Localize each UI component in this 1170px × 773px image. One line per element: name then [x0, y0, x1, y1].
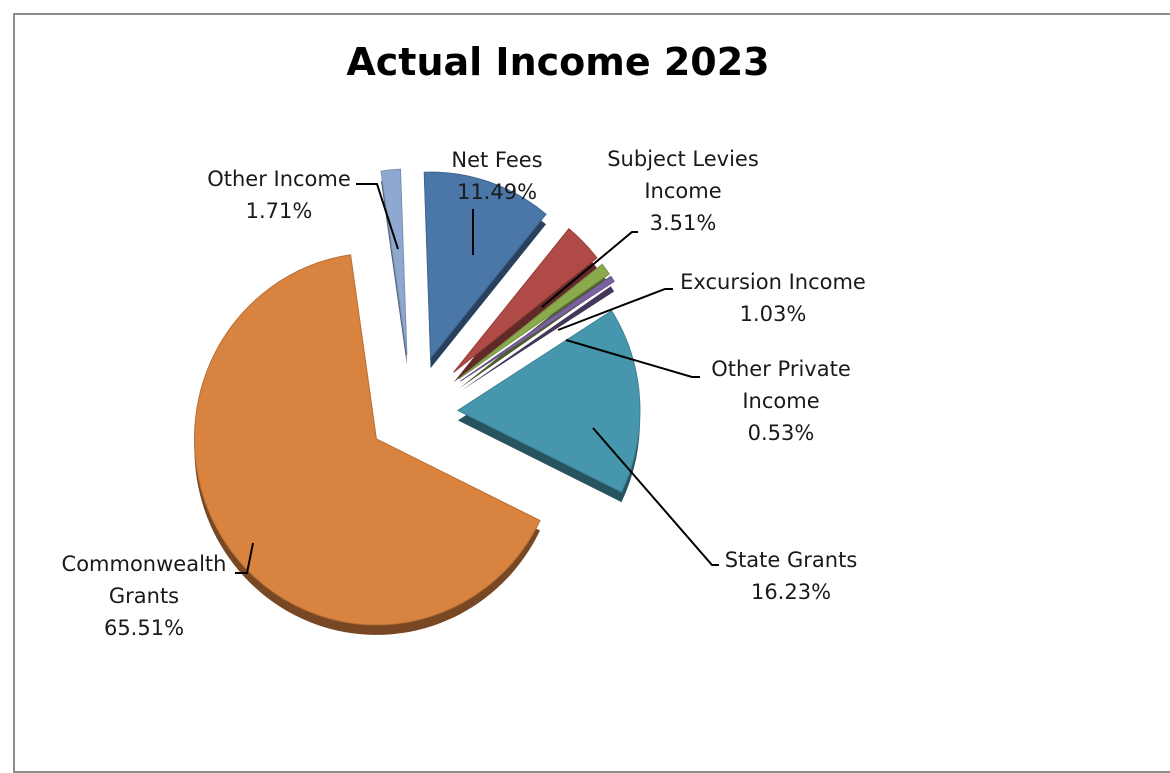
slice-net-fees — [423, 171, 547, 369]
data-label-line: Other Income — [207, 167, 351, 191]
pie-chart: Actual Income 2023 Net Fees 11.49% Subject… — [62, 40, 866, 640]
slice-other-private-income — [460, 275, 615, 392]
slice-top-other-private-income — [460, 275, 615, 382]
leader-line-other-income — [356, 183, 399, 250]
data-label-excursion-income: Excursion Income 1.03% — [680, 270, 866, 326]
data-label-line: Income — [742, 389, 819, 413]
slice-top-other-income — [380, 168, 408, 356]
slice-other-income — [380, 168, 408, 366]
leader-line-other-private-income — [565, 339, 700, 378]
leader-line-subject-levies-income — [541, 231, 638, 308]
data-label-line: 11.49% — [457, 180, 537, 204]
slices-layer — [193, 168, 641, 635]
leader-line-commonwealth-grants — [235, 542, 254, 574]
slice-side-other-private-income — [460, 286, 615, 392]
data-label-line: 0.53% — [748, 421, 815, 445]
data-label-net-fees: Net Fees 11.49% — [451, 148, 542, 204]
slice-top-excursion-income — [458, 263, 610, 380]
leader-lines-layer — [235, 183, 719, 574]
data-label-line: Net Fees — [451, 148, 542, 172]
slice-top-subject-levies-income — [453, 227, 598, 373]
data-label-subject-levies-income: Subject Levies Income 3.51% — [607, 147, 759, 235]
data-label-other-private-income: Other Private Income 0.53% — [711, 357, 851, 445]
data-labels-layer: Net Fees 11.49% Subject Levies Income 3.51% E… — [62, 147, 866, 640]
data-label-line: Other Private — [711, 357, 851, 381]
data-label-line: 1.03% — [740, 302, 807, 326]
slice-subject-levies-income — [453, 227, 598, 383]
slice-top-state-grants — [456, 310, 641, 493]
data-label-line: 1.71% — [246, 199, 313, 223]
leader-line-state-grants — [592, 427, 719, 566]
data-label-line: Commonwealth — [62, 552, 227, 576]
chart-title: Actual Income 2023 — [346, 40, 769, 84]
data-label-other-income: Other Income 1.71% — [207, 167, 351, 223]
data-label-line: State Grants — [725, 548, 858, 572]
data-label-line: Excursion Income — [680, 270, 866, 294]
data-label-commonwealth-grants: Commonwealth Grants 65.51% — [62, 552, 227, 640]
data-label-line: 65.51% — [104, 616, 184, 640]
data-label-line: Subject Levies — [607, 147, 759, 171]
slice-commonwealth-grants — [193, 254, 541, 635]
data-label-line: Income — [644, 179, 721, 203]
data-label-state-grants: State Grants 16.23% — [725, 548, 858, 604]
slice-top-net-fees — [423, 171, 547, 360]
data-label-line: 16.23% — [751, 580, 831, 604]
leader-line-excursion-income — [557, 288, 673, 331]
data-label-line: 3.51% — [650, 211, 717, 235]
slice-state-grants — [456, 310, 641, 503]
data-label-line: Grants — [109, 584, 179, 608]
slice-top-commonwealth-grants — [193, 254, 541, 626]
